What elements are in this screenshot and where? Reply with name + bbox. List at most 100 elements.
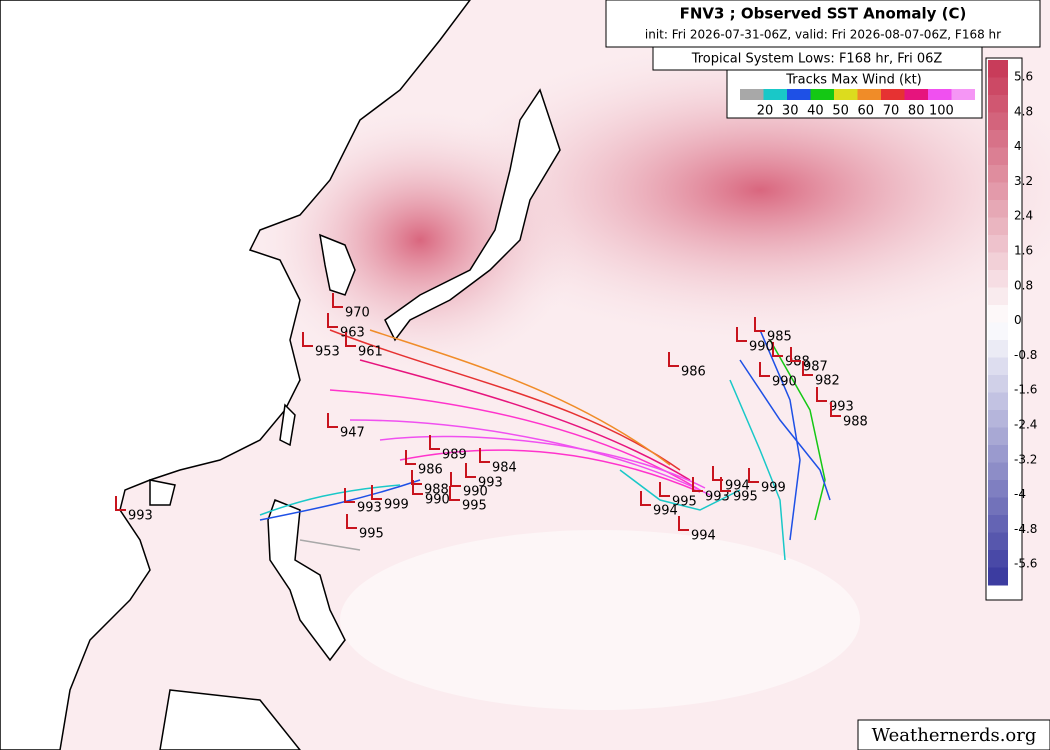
sst-anomaly [260,110,580,370]
colorbar-label: 2.4 [1014,209,1033,223]
colorbar-segment [988,427,1008,446]
legend-title: Tropical System Lows: F168 hr, Fri 06Z [691,52,943,67]
legend-label: 30 [782,104,799,119]
pressure-label: 993 [357,501,382,516]
colorbar-label: -5.6 [1014,557,1037,571]
storm-marker [816,387,827,402]
storm-marker [712,466,723,481]
storm-marker [754,317,765,332]
pressure-label: 994 [653,504,678,519]
pressure-label: 984 [492,461,517,476]
pressure-label: 987 [803,360,828,375]
colorbar-segment [988,375,1008,393]
storm-marker [371,485,382,500]
colorbar-segment [988,235,1008,253]
legend-swatch [740,89,764,100]
colorbar-segment [988,445,1008,463]
colorbar: 5.6 4.8 4 3.2 2.4 1.6 0.8 0 -0.8 -1.6 -2.4 -3.2 -4 -4… [988,60,1037,586]
land [384,88,561,342]
legend-label: 80 [908,104,925,119]
storm-marker [302,332,313,347]
pressure-label: 963 [340,326,365,341]
colorbar-segment [988,357,1008,376]
colorbar-label: 5.6 [1014,70,1033,84]
pressure-label: 947 [340,426,365,441]
pressure-label: 993 [128,509,153,524]
pressure-label: 993 [705,490,730,505]
storm-marker [344,488,355,503]
pressure-label: 961 [358,345,383,360]
storm-marker [115,496,126,511]
land [149,479,176,506]
storm-marker [450,472,461,487]
storm-marker [405,450,416,465]
storm-tracks [259,329,831,561]
storm-marker [790,347,801,362]
legend-swatch [951,89,975,100]
storm-marker [659,482,670,497]
colorbar-label: 0.8 [1014,278,1033,292]
colorbar-segment [988,550,1008,568]
pressure-label: 988 [424,483,449,498]
colorbar-segment [988,392,1008,411]
legend-swatch [810,89,834,100]
colorbar-label: -2.4 [1014,418,1037,432]
storm-marker [327,413,338,428]
legend-swatch [928,89,952,100]
legend-swatch [787,89,811,100]
colorbar-segment [988,410,1008,428]
pressure-label: 986 [681,365,706,380]
storm-marker [830,402,841,417]
colorbar-segment [988,95,1008,113]
colorbar-segment [988,60,1008,78]
title: FNV3 ; Observed SST Anomaly (C) [680,5,967,23]
colorbar-segment [988,322,1008,341]
colorbar-label: -4.8 [1014,522,1037,536]
legend-swatch [904,89,928,100]
legend-label: 50 [832,104,849,119]
pressure-label: 995 [359,527,384,542]
pressure-label: 985 [767,330,792,345]
storm-marker [346,514,357,529]
pressure-label: 989 [442,448,467,463]
colorbar-segment [988,305,1008,323]
storm-marker [465,463,476,478]
storm-marker [345,332,356,347]
legend: 20 30 40 50 60 70 80 100 [740,89,975,119]
pressure-label: 982 [815,374,840,389]
pressure-label: 993 [829,400,854,415]
storm-marker [332,293,343,308]
pressure-label: 994 [725,479,750,494]
colorbar-segment [988,252,1008,271]
legend-label: 100 [929,104,954,119]
colorbar-segment [988,462,1008,481]
legend-label: 20 [757,104,774,119]
colorbar-segment [988,567,1008,586]
storm-marker [759,362,770,377]
land [319,233,356,296]
colorbar-segment [988,287,1008,306]
storm-marker [479,448,490,463]
storm-marker [640,491,651,506]
land [0,0,471,750]
pressure-label: 988 [843,415,868,430]
pressure-label: 986 [418,463,443,478]
storm-marker [412,480,423,495]
watermark-box [857,719,1050,750]
colorbar-segment [988,182,1008,201]
storm-marker [429,435,440,450]
storm-marker [678,516,689,531]
pressure-label: 993 [478,476,503,491]
storm-marker [449,486,460,501]
storm-marker [720,477,731,492]
legend-label: 60 [858,104,875,119]
colorbar-label: -3.2 [1014,452,1037,466]
colorbar-label: 4 [1014,139,1022,153]
storm-marker [692,477,703,492]
land [279,403,296,447]
colorbar-segment [988,217,1008,236]
colorbar-segment [988,130,1008,148]
colorbar-segment [988,340,1008,358]
colorbar-segment [988,270,1008,288]
pressure-label: 995 [733,490,758,505]
